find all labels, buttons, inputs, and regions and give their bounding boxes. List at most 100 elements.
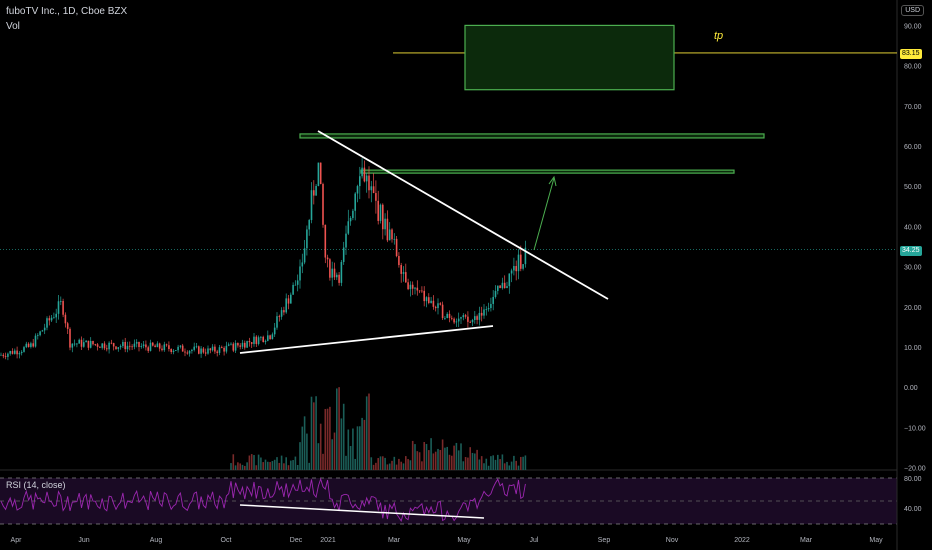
candle-body (85, 340, 87, 343)
candle-body (140, 346, 143, 347)
candle-body (407, 282, 409, 290)
candle-body (386, 218, 389, 241)
candle-body (522, 264, 524, 269)
candle-body (66, 323, 69, 329)
candle-body (391, 229, 393, 240)
candle-body (124, 341, 126, 350)
candle-body (32, 343, 34, 347)
candle-body (513, 266, 515, 271)
time-tick-label: Jun (78, 537, 89, 544)
candle-body (382, 204, 384, 230)
volume-bar (303, 416, 306, 470)
candle-body (154, 345, 156, 348)
currency-button[interactable]: USD (901, 5, 924, 16)
candle-body (411, 284, 414, 289)
volume-bar (395, 464, 398, 470)
candle-body (60, 300, 62, 302)
candle-body (395, 238, 398, 257)
volume-bar (326, 408, 329, 470)
candle-body (188, 350, 191, 354)
candle-body (405, 272, 407, 283)
candle-body (165, 344, 168, 346)
volume-bar (499, 459, 501, 470)
candle-body (142, 344, 145, 347)
candle-body (455, 321, 458, 323)
volume-bar (253, 455, 255, 470)
candle-body (133, 343, 136, 347)
volume-bar (522, 456, 524, 470)
time-tick-label: Jul (530, 537, 539, 544)
candle-body (209, 348, 212, 351)
volume-bar (276, 457, 278, 470)
candle-body (520, 254, 522, 269)
candle-body (446, 313, 448, 319)
volume-bar (241, 464, 244, 470)
volume-bar (430, 438, 432, 470)
candle-body (73, 343, 76, 345)
candle-body (14, 350, 16, 354)
symbol-title[interactable]: fuboTV Inc., 1D, Cboe BZX (6, 6, 128, 17)
candle-body (483, 309, 485, 316)
candle-body (278, 316, 281, 317)
candle-body (414, 287, 416, 289)
candle-body (310, 190, 313, 221)
volume-bar (425, 443, 428, 470)
candle-body (161, 348, 163, 351)
candle-body (276, 316, 278, 328)
volume-bar (336, 388, 338, 470)
volume-bar (347, 429, 350, 470)
volume-bar (356, 426, 359, 470)
candle-body (315, 185, 317, 196)
volume-bar (455, 442, 458, 470)
volume-bar (283, 463, 285, 470)
volume-bar (503, 463, 506, 470)
candle-body (497, 285, 499, 291)
volume-bar (460, 443, 462, 470)
volume-bar (384, 457, 386, 470)
candle-body (138, 341, 140, 347)
candle-body (76, 343, 78, 345)
candle-body (7, 353, 9, 357)
volume-bar (342, 403, 345, 470)
volume-bar (349, 446, 352, 470)
volume-bar (232, 454, 235, 470)
candle-body (69, 328, 71, 348)
candle-body (108, 342, 110, 350)
volume-bar (439, 449, 442, 470)
candle-body (168, 345, 170, 349)
volume-bar (322, 453, 324, 470)
volume-label[interactable]: Vol (6, 21, 20, 32)
candle-body (384, 218, 386, 230)
candle-body (439, 303, 442, 305)
rsi-trendline (239, 504, 485, 519)
candle-body (490, 303, 492, 309)
rsi-line (0, 477, 526, 522)
time-tick-label: Oct (221, 537, 232, 544)
current-price-marker: 34.25 (900, 246, 922, 256)
volume-bar (446, 446, 448, 470)
volume-bar (434, 451, 437, 470)
candle-body (106, 348, 108, 350)
volume-bar (370, 457, 373, 470)
tp-label: tp (714, 30, 724, 42)
target-price-marker: 83.15 (900, 49, 922, 59)
candle-body (402, 272, 405, 274)
rsi-label[interactable]: RSI (14, close) (6, 480, 66, 490)
candle-body (329, 259, 331, 278)
volume-bar (517, 465, 520, 470)
volume-bar (237, 462, 239, 470)
volume-bar (359, 426, 361, 470)
volume-bar (524, 455, 527, 470)
volume-bar (513, 455, 515, 470)
candle-body (377, 200, 379, 221)
volume-bar (271, 461, 274, 470)
time-tick-label: 2022 (734, 537, 750, 544)
candle-body (115, 346, 117, 350)
volume-bar (257, 454, 260, 470)
volume-bar (345, 455, 347, 470)
price-tick-label: 90.00 (904, 23, 922, 30)
candle-body (184, 351, 186, 353)
candle-body (227, 344, 230, 346)
candle-body (462, 315, 465, 318)
